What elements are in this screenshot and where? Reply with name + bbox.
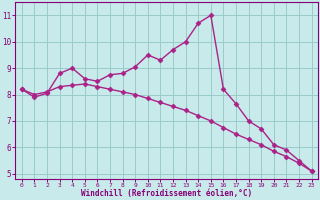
X-axis label: Windchill (Refroidissement éolien,°C): Windchill (Refroidissement éolien,°C) (81, 189, 252, 198)
